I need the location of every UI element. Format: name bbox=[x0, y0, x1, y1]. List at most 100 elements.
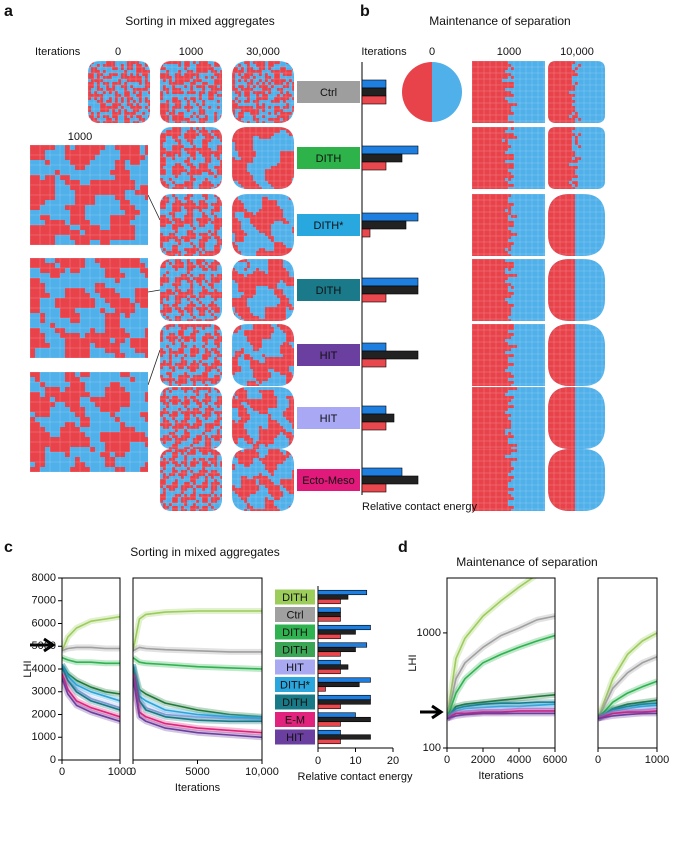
start-arrow bbox=[420, 704, 444, 720]
bar bbox=[361, 220, 407, 230]
x-tick-label: 10,000 bbox=[245, 766, 279, 778]
series-line bbox=[62, 673, 120, 718]
category-box bbox=[297, 279, 360, 301]
cell-borders bbox=[30, 372, 148, 472]
red-cells bbox=[472, 449, 517, 511]
x-tick-label: 0 bbox=[315, 755, 321, 767]
category-label: HIT bbox=[320, 413, 338, 425]
cell-image bbox=[30, 372, 148, 472]
series-line bbox=[133, 610, 262, 651]
bar bbox=[317, 589, 368, 596]
cell-image bbox=[160, 387, 222, 449]
blue-half bbox=[432, 62, 462, 122]
bar bbox=[361, 87, 387, 97]
cell-image bbox=[548, 324, 605, 386]
bar bbox=[317, 646, 356, 653]
red-cells bbox=[548, 259, 575, 321]
series-line bbox=[62, 615, 120, 652]
red-cells bbox=[548, 61, 581, 123]
cell-image bbox=[160, 324, 222, 386]
cell-image bbox=[548, 127, 605, 189]
cell-image bbox=[160, 259, 222, 321]
x-tick-label: 0 bbox=[595, 754, 601, 766]
y-tick-label: 4000 bbox=[32, 663, 56, 675]
cell-image bbox=[160, 127, 222, 189]
y-tick-label: 100 bbox=[423, 742, 441, 754]
x-tick-label: 0 bbox=[444, 754, 450, 766]
category-label: HIT bbox=[320, 350, 338, 362]
x-axis-label: Iterations bbox=[175, 782, 221, 794]
cell-image bbox=[472, 61, 545, 123]
bar bbox=[317, 664, 349, 670]
bar bbox=[361, 483, 387, 493]
series-line bbox=[598, 656, 657, 719]
cell-image bbox=[30, 258, 148, 358]
plot-area bbox=[598, 630, 657, 722]
cell-image bbox=[472, 259, 545, 321]
bar bbox=[361, 285, 419, 295]
bar bbox=[361, 467, 403, 477]
bar bbox=[317, 712, 356, 718]
series-line bbox=[598, 632, 657, 719]
cell-borders bbox=[30, 258, 148, 358]
red-cells bbox=[548, 127, 581, 189]
series-line bbox=[447, 712, 555, 720]
plot-area bbox=[133, 608, 262, 741]
series-line bbox=[62, 656, 120, 665]
red-cells bbox=[232, 127, 294, 189]
cell-image bbox=[232, 324, 294, 386]
red-cells bbox=[160, 259, 222, 321]
red-cells bbox=[160, 387, 222, 449]
cell-borders bbox=[548, 259, 605, 321]
column-label: 30,000 bbox=[246, 46, 280, 58]
bar bbox=[361, 358, 387, 368]
cell-image bbox=[160, 61, 222, 123]
cell-borders bbox=[472, 194, 545, 256]
series-line bbox=[133, 666, 262, 723]
cell-borders bbox=[472, 259, 545, 321]
y-tick-label: 1000 bbox=[417, 627, 441, 639]
bar bbox=[317, 694, 371, 701]
red-cells bbox=[232, 324, 294, 386]
red-cells bbox=[548, 449, 575, 511]
bar bbox=[317, 659, 341, 666]
column-label: 0 bbox=[429, 46, 435, 58]
category-label: DITH bbox=[316, 153, 342, 165]
cell-image bbox=[472, 324, 545, 386]
category-box bbox=[275, 712, 315, 727]
y-tick-label: 6000 bbox=[32, 617, 56, 629]
cell-borders bbox=[160, 324, 222, 386]
cell-borders bbox=[160, 449, 222, 511]
cell-borders bbox=[160, 259, 222, 321]
x-tick-label: 6000 bbox=[543, 754, 567, 766]
y-tick-label: 2000 bbox=[32, 708, 56, 720]
panel-label: b bbox=[360, 3, 370, 20]
error-band bbox=[133, 608, 262, 652]
bar bbox=[317, 721, 341, 727]
cell-borders bbox=[160, 387, 222, 449]
bar bbox=[317, 686, 326, 692]
series-line bbox=[598, 680, 657, 720]
category-box bbox=[275, 589, 315, 605]
cell-image bbox=[88, 61, 150, 123]
red-cells bbox=[232, 61, 294, 123]
cell-image bbox=[232, 259, 294, 321]
red-cells bbox=[472, 127, 517, 189]
category-box bbox=[275, 729, 315, 745]
cell-borders bbox=[548, 127, 605, 189]
bar bbox=[317, 729, 341, 736]
category-label: Ctrl bbox=[286, 609, 303, 621]
y-tick-label: 3000 bbox=[32, 686, 56, 698]
cell-image bbox=[232, 194, 294, 256]
column-label: 10,000 bbox=[560, 46, 594, 58]
category-label: DITH bbox=[282, 644, 308, 656]
category-label: HIT bbox=[286, 732, 304, 744]
bar bbox=[361, 153, 403, 163]
cell-borders bbox=[88, 61, 150, 123]
y-tick-label: 7000 bbox=[32, 595, 56, 607]
category-label: DITH bbox=[282, 592, 308, 604]
category-label: E-M bbox=[285, 714, 305, 726]
y-axis-label: LHI bbox=[22, 660, 34, 677]
column-label: 1000 bbox=[179, 46, 203, 58]
series-line bbox=[133, 664, 262, 718]
